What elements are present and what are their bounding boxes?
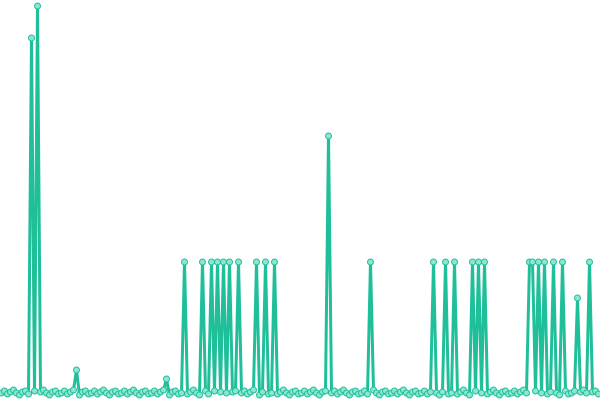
point bbox=[547, 388, 554, 396]
point bbox=[196, 391, 203, 399]
point bbox=[160, 386, 167, 394]
point bbox=[325, 132, 332, 140]
point bbox=[220, 258, 227, 266]
point bbox=[529, 258, 536, 266]
point bbox=[451, 258, 458, 266]
point bbox=[235, 258, 242, 266]
point bbox=[223, 389, 230, 397]
point bbox=[475, 258, 482, 266]
point bbox=[199, 258, 206, 266]
point bbox=[178, 389, 185, 397]
point bbox=[25, 390, 32, 398]
point bbox=[28, 34, 35, 42]
point bbox=[271, 258, 278, 266]
point bbox=[466, 391, 473, 399]
point bbox=[472, 387, 479, 395]
point bbox=[217, 388, 224, 396]
point bbox=[181, 258, 188, 266]
point bbox=[34, 2, 41, 10]
point bbox=[469, 258, 476, 266]
point bbox=[73, 366, 80, 374]
point bbox=[364, 390, 371, 398]
point bbox=[163, 375, 170, 383]
point bbox=[208, 258, 215, 266]
point bbox=[211, 387, 218, 395]
point bbox=[250, 386, 257, 394]
point bbox=[31, 387, 38, 395]
point bbox=[586, 258, 593, 266]
point bbox=[442, 258, 449, 266]
point bbox=[70, 386, 77, 394]
point bbox=[583, 389, 590, 397]
point bbox=[430, 258, 437, 266]
point bbox=[322, 387, 329, 395]
point bbox=[367, 258, 374, 266]
point bbox=[226, 258, 233, 266]
point bbox=[448, 389, 455, 397]
point bbox=[595, 390, 600, 398]
point bbox=[559, 258, 566, 266]
point bbox=[535, 258, 542, 266]
point bbox=[253, 258, 260, 266]
point bbox=[541, 258, 548, 266]
point bbox=[538, 389, 545, 397]
point bbox=[214, 258, 221, 266]
point bbox=[268, 389, 275, 397]
point bbox=[571, 387, 578, 395]
point bbox=[262, 258, 269, 266]
point bbox=[205, 390, 212, 398]
point bbox=[532, 387, 539, 395]
point bbox=[523, 389, 530, 397]
point bbox=[574, 294, 581, 302]
point bbox=[259, 388, 266, 396]
point bbox=[427, 388, 434, 396]
line bbox=[0, 4, 600, 397]
point bbox=[556, 391, 563, 399]
point bbox=[481, 258, 488, 266]
point bbox=[550, 258, 557, 266]
point bbox=[478, 389, 485, 397]
point bbox=[439, 388, 446, 396]
point bbox=[232, 387, 239, 395]
